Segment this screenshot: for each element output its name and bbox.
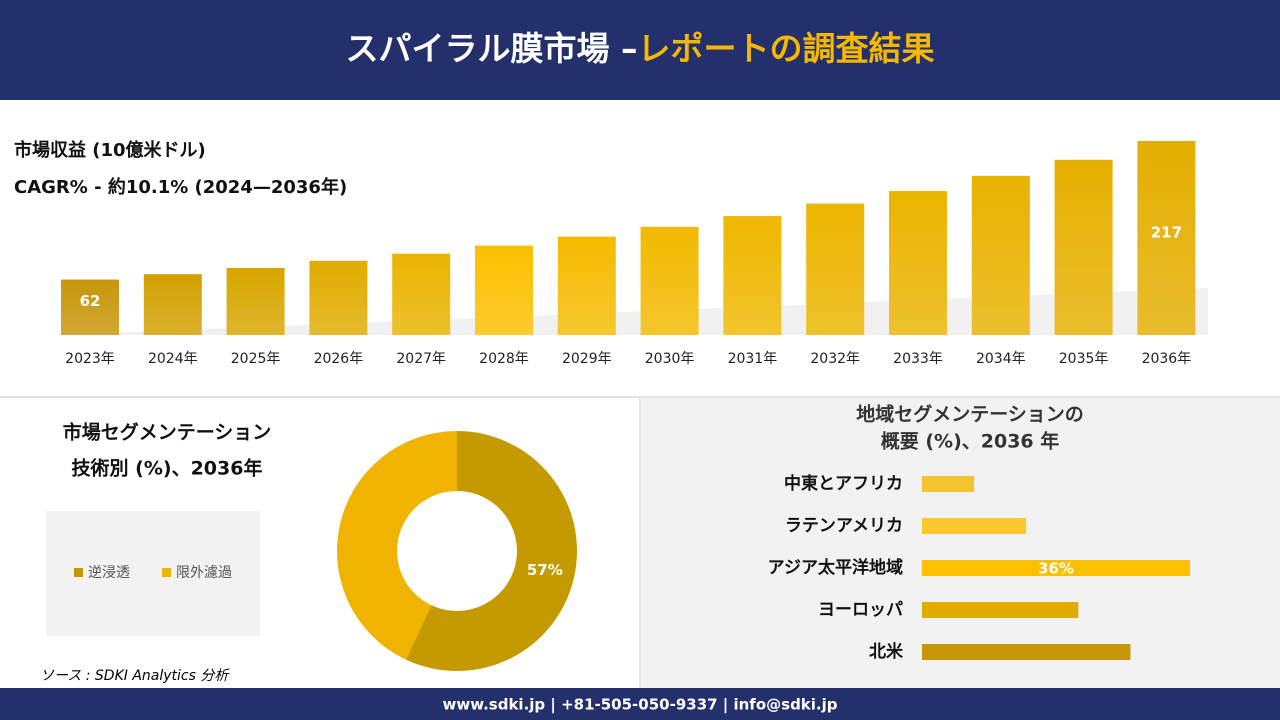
data-label: 36% [1038, 560, 1074, 578]
bar-sheen [806, 203, 865, 335]
y-tick-label: アジア太平洋地域 [768, 557, 903, 578]
legend-swatch [74, 568, 83, 577]
y-tick-label: 中東とアフリカ [784, 473, 903, 494]
chart-title: 技術別 (%)、2036年 [72, 457, 263, 480]
x-tick-label: 2026年 [314, 351, 364, 367]
chart-title: 市場収益 (10億米ドル) [14, 139, 206, 161]
x-tick-label: 2030年 [645, 351, 695, 367]
header-title: スパイラル膜市場 –レポートの調査結果 [346, 29, 935, 68]
bar-sheen [723, 216, 782, 335]
bar-sheen [1054, 159, 1113, 335]
bar-sheen [889, 191, 947, 335]
x-tick-label: 2033年 [893, 351, 943, 367]
y-tick-label: 北米 [869, 641, 904, 662]
data-label: 62 [80, 292, 101, 310]
chart-title: 地域セグメンテーションの [856, 403, 1084, 426]
bar-sheen [1137, 141, 1196, 335]
bar-sheen [143, 274, 202, 335]
bar [922, 560, 1190, 576]
bar [922, 602, 1079, 618]
bar [922, 476, 975, 492]
x-tick-label: 2029年 [562, 351, 612, 367]
x-tick-label: 2031年 [728, 351, 778, 367]
bar-sheen [226, 267, 285, 335]
y-tick-label: ヨーロッパ [818, 600, 903, 620]
legend-label: 逆浸透 [88, 565, 130, 581]
footer-band [0, 688, 1280, 720]
title-highlight: レポートの調査結果 [638, 29, 935, 68]
bar-sheen [640, 226, 699, 335]
data-label: 217 [1151, 224, 1182, 242]
bar [922, 644, 1131, 660]
source-note: ソース : SDKI Analytics 分析 [40, 668, 230, 684]
footer-contact: www.sdki.jp | +81-505-050-9337 | info@sd… [442, 696, 837, 715]
bar-sheen [971, 175, 1030, 335]
data-label: 57% [527, 561, 563, 579]
chart-title: 概要 (%)、2036 年 [881, 430, 1060, 453]
legend-swatch [162, 568, 171, 577]
bar-sheen [475, 245, 533, 335]
x-tick-label: 2027年 [396, 351, 446, 367]
bar-sheen [61, 279, 119, 335]
legend-label: 限外濾過 [176, 565, 232, 581]
chart-title: 市場セグメンテーション [63, 421, 272, 444]
chart-subtitle: CAGR% - 約10.1% (2024—2036年) [14, 176, 347, 198]
title-main: スパイラル膜市場 – [346, 29, 638, 68]
x-tick-label: 2025年 [231, 351, 281, 367]
donut-slice [405, 431, 578, 671]
x-tick-label: 2023年 [65, 351, 115, 367]
x-tick-label: 2036年 [1142, 351, 1192, 367]
x-tick-label: 2032年 [810, 351, 860, 367]
x-tick-label: 2028年 [479, 351, 529, 367]
x-tick-label: 2024年 [148, 351, 198, 367]
donut-slice [337, 431, 457, 660]
bar-sheen [392, 253, 451, 335]
x-tick-label: 2035年 [1059, 351, 1109, 367]
bar-sheen [557, 236, 616, 335]
header-band [0, 0, 1280, 100]
bar [922, 518, 1027, 534]
bar-sheen [309, 260, 368, 335]
y-tick-label: ラテンアメリカ [785, 516, 903, 536]
right-panel [641, 398, 1280, 688]
x-tick-label: 2034年 [976, 351, 1026, 367]
